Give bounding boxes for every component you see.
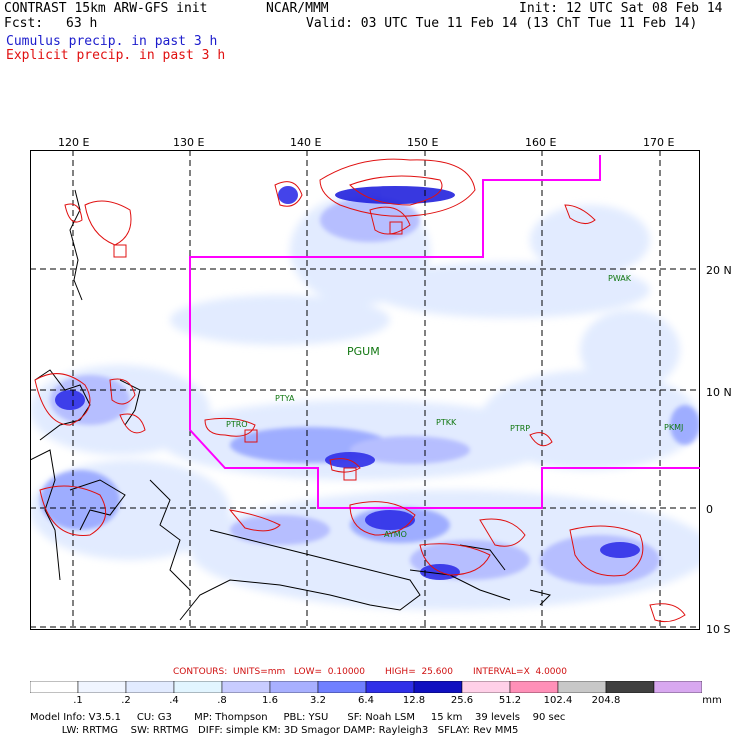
colorbar-cell [125,681,175,693]
map-frame [30,150,700,630]
colorbar-unit: mm [702,695,722,706]
lon-label-120: 120 E [58,136,90,149]
colorbar-cell [653,681,702,693]
lon-label-130: 130 E [173,136,205,149]
station-aymo: AYMO [384,530,407,539]
init-time: Init: 12 UTC Sat 08 Feb 14 [519,1,723,16]
colorbar-label: .4 [169,695,179,706]
station-ptro: PTRO [226,420,248,429]
legend-explicit: Explicit precip. in past 3 h [6,48,226,63]
lat-label-20n: 20 N [706,264,732,277]
forecast-label: Fcst: [4,16,44,31]
forecast-hour: 63 h [66,16,98,31]
colorbar-label: 25.6 [450,695,474,706]
colorbar-label: 51.2 [498,695,522,706]
model-info-line1: Model Info: V3.5.1 CU: G3 MP: Thompson P… [30,712,566,723]
station-ptrp: PTRP [510,424,531,433]
colorbar-label: 12.8 [402,695,426,706]
lon-label-140: 140 E [290,136,322,149]
colorbar-cell [317,681,367,693]
explicit-precip-contours [34,158,686,623]
colorbar-cell [77,681,127,693]
lat-label-10n: 10 N [706,386,732,399]
precip-map [30,150,700,630]
contour-info: CONTOURS: UNITS=mm LOW= 0.10000 HIGH= 25… [173,667,567,677]
station-ptkk: PTKK [436,418,457,427]
colorbar-cell [413,681,463,693]
lon-label-150: 150 E [407,136,439,149]
colorbar-label: .2 [121,695,131,706]
lat-label-0: 0 [706,503,713,516]
colorbar-label: .8 [217,695,227,706]
colorbar-cell [509,681,559,693]
colorbar-label: 102.4 [543,695,573,706]
station-pkmj: PKMJ [664,423,684,432]
colorbar-cell [461,681,511,693]
model-title: CONTRAST 15km ARW-GFS init [4,1,208,16]
colorbar-cell [365,681,415,693]
colorbar-label: 1.6 [262,695,278,706]
colorbar-cell [605,681,655,693]
colorbar-cell [557,681,607,693]
colorbar-label: .1 [73,695,83,706]
lon-label-170: 170 E [643,136,675,149]
colorbar-label: 6.4 [358,695,374,706]
colorbar-cell [30,681,79,693]
precip-colorbar [30,681,702,693]
lat-label-10s: 10 S [706,623,731,636]
colorbar-cell [221,681,271,693]
model-info-line2: LW: RRTMG SW: RRTMG DIFF: simple KM: 3D … [30,725,519,736]
region-boundary [189,155,700,509]
lon-label-160: 160 E [525,136,557,149]
colorbar-cell [173,681,223,693]
organization: NCAR/MMM [266,1,329,16]
precip-max-boxes [113,221,403,481]
legend-cumulus: Cumulus precip. in past 3 h [6,34,218,49]
station-ptya: PTYA [275,394,295,403]
station-pwak: PWAK [608,274,632,283]
colorbar-label: 204.8 [591,695,621,706]
valid-time: Valid: 03 UTC Tue 11 Feb 14 (13 ChT Tue … [306,16,698,31]
colorbar-cell [269,681,319,693]
station-pgum: PGUM [347,345,380,358]
coastlines [30,189,551,621]
colorbar-label: 3.2 [310,695,326,706]
